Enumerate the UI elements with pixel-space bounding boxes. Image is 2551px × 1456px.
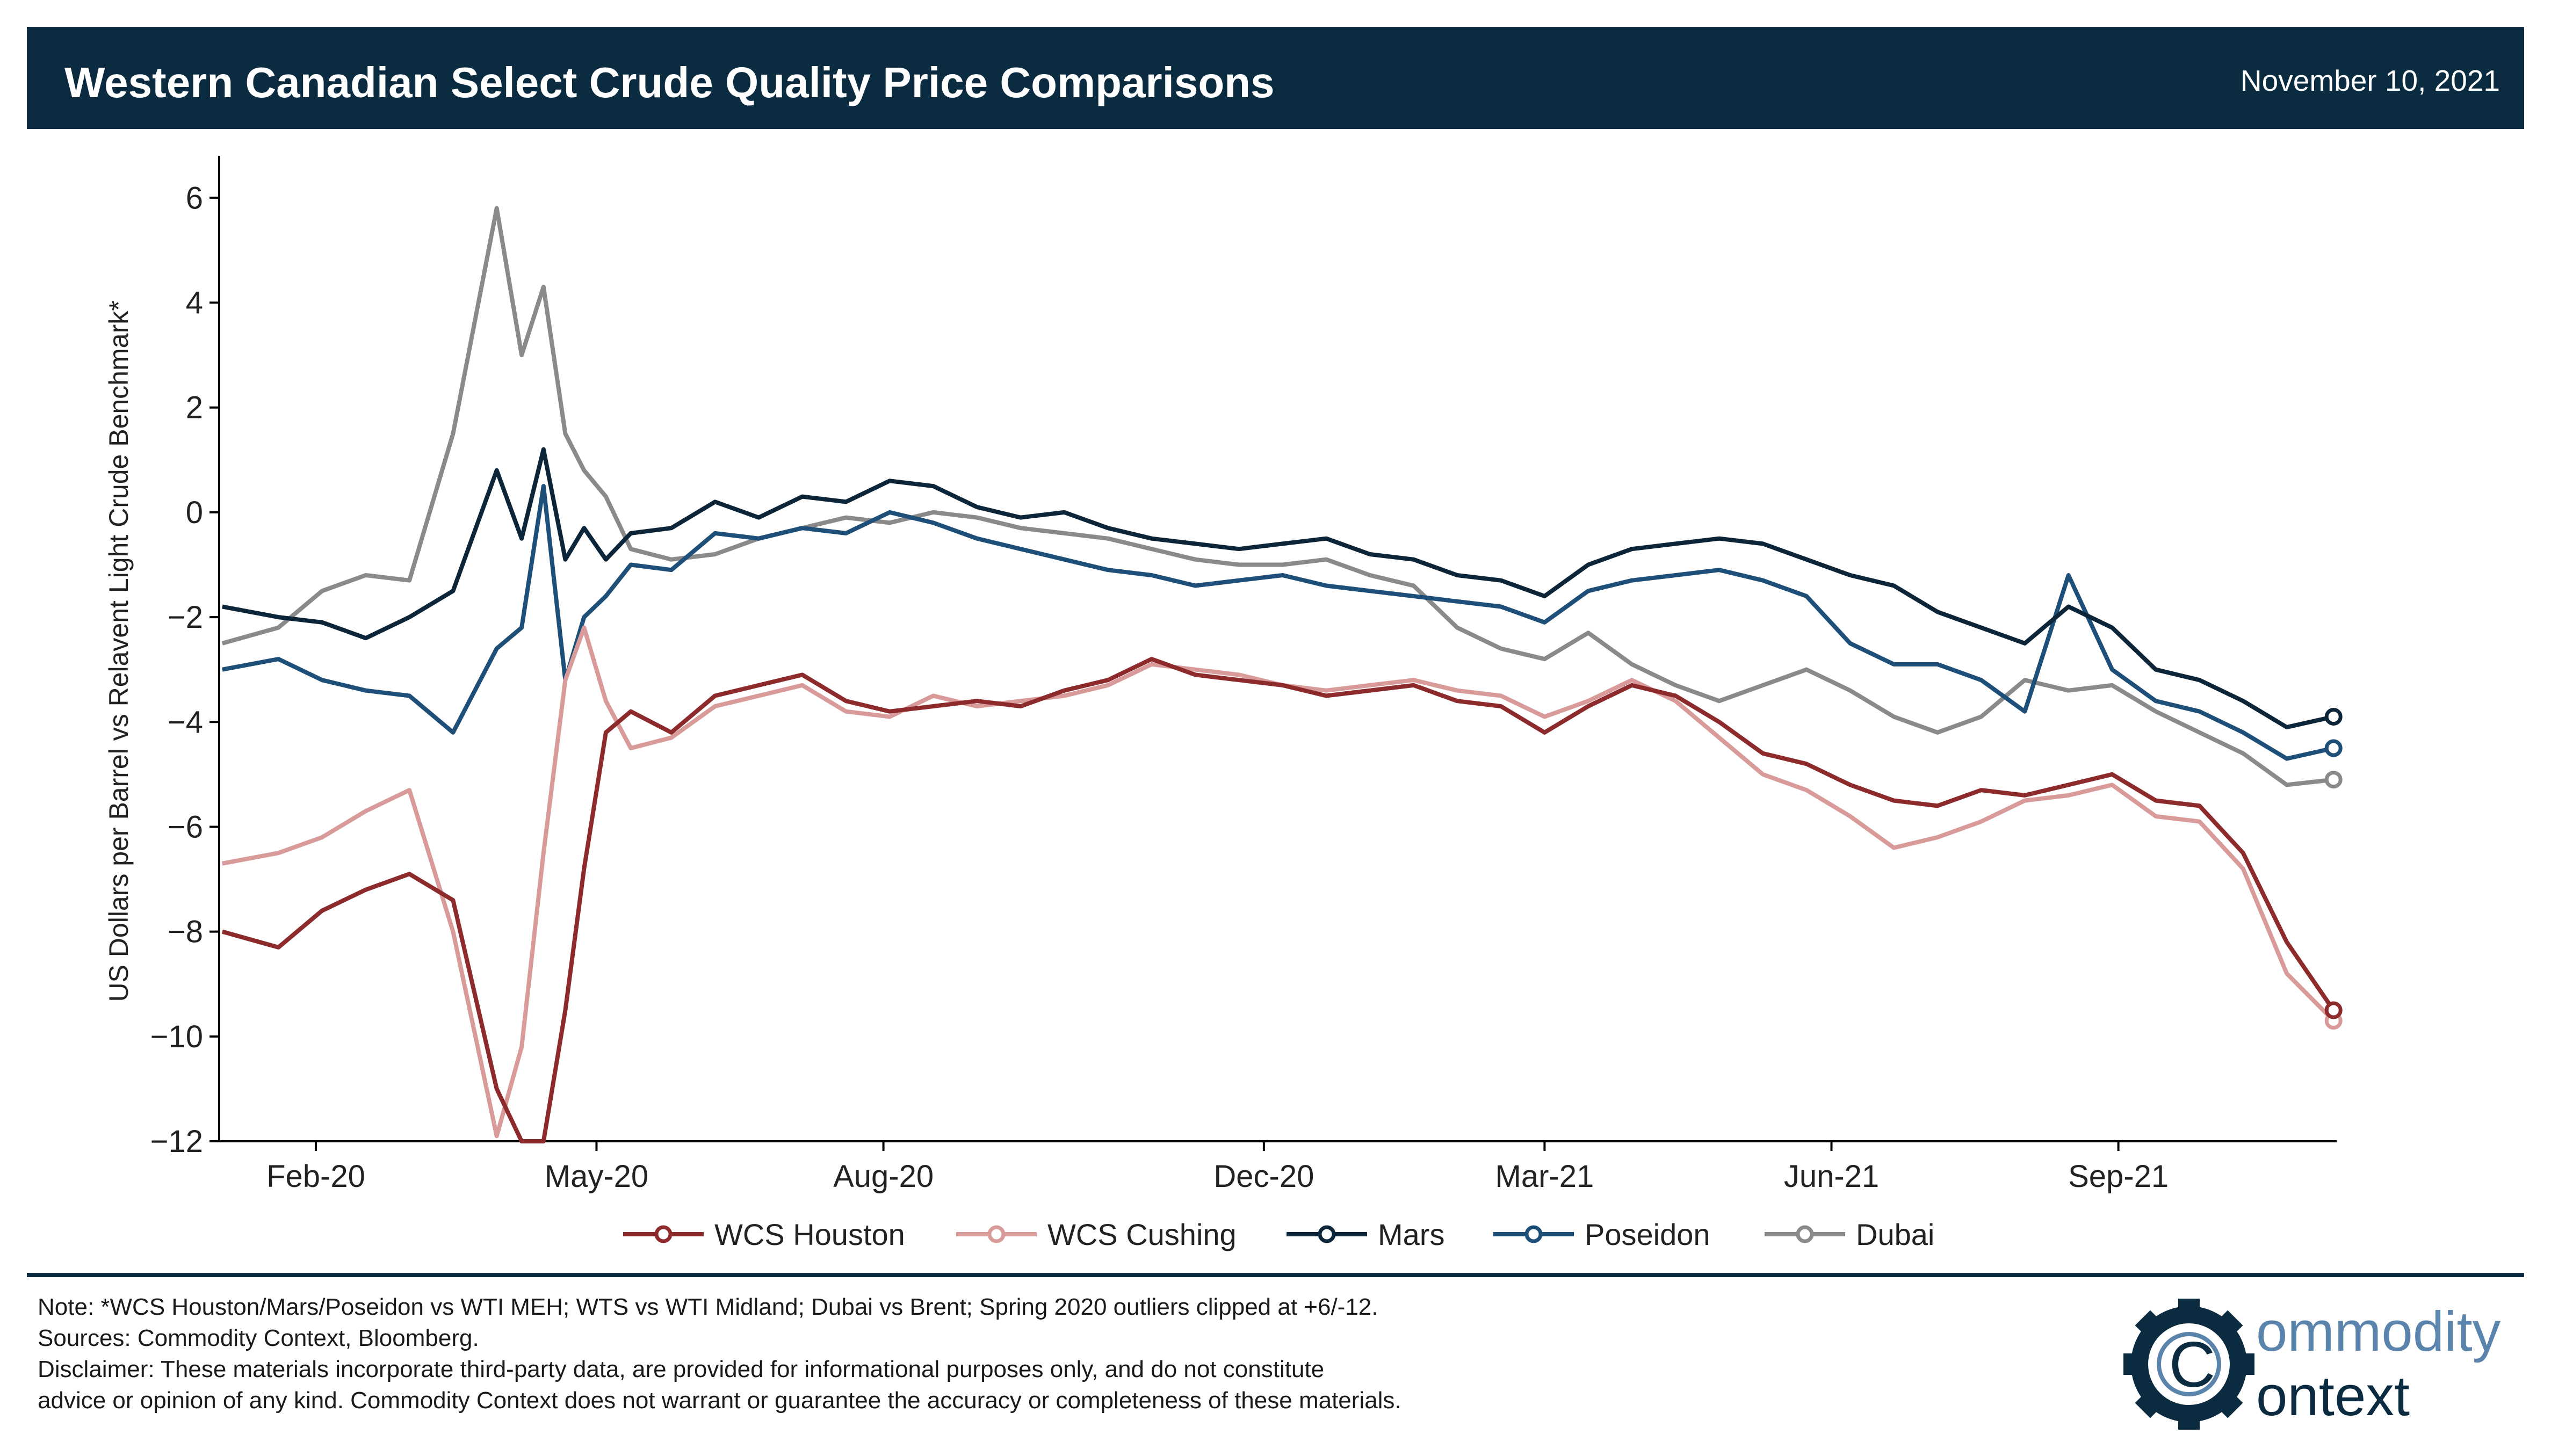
y-tick-label: −8 xyxy=(168,915,203,950)
y-tick-label: 4 xyxy=(186,286,203,321)
line-chart: 6 4 2 0 −2 −4 −6 −8 −10 −12 Feb-20 May-20 Aug-20 Dec-… xyxy=(104,156,2343,1251)
legend-marker xyxy=(1318,1225,1336,1243)
legend-label: WCS Cushing xyxy=(1047,1218,1237,1251)
legend-marker xyxy=(987,1225,1006,1243)
y-tick-label: 2 xyxy=(186,390,203,425)
legend-item-dubai: Dubai xyxy=(1765,1218,1934,1251)
y-tick-label: −2 xyxy=(168,600,203,635)
x-tick-label: Dec-20 xyxy=(1213,1159,1314,1194)
series-line-wcs-houston xyxy=(221,657,2336,1143)
series-line-mars xyxy=(222,447,2335,729)
end-marker-wcs-houston xyxy=(2324,1001,2343,1019)
series-line-dubai xyxy=(221,206,2334,787)
series-lines xyxy=(221,206,2343,1143)
x-tick-label: Aug-20 xyxy=(833,1159,934,1194)
report-date: November 10, 2021 xyxy=(2240,64,2500,97)
series-line-wcs-cushing xyxy=(222,625,2336,1139)
legend-item-wcs-cushing: WCS Cushing xyxy=(956,1218,1237,1251)
legend-label: Poseidon xyxy=(1585,1218,1710,1251)
sources-text: Sources: Commodity Context, Bloomberg. xyxy=(38,1325,479,1351)
end-marker-dubai xyxy=(2324,771,2343,789)
y-tick-label: −4 xyxy=(168,705,203,740)
legend-label: WCS Houston xyxy=(714,1218,905,1251)
header-banner: Western Canadian Select Crude Quality Pr… xyxy=(27,27,2524,129)
y-tick-label: −6 xyxy=(168,809,203,844)
disclaimer-line-2: advice or opinion of any kind. Commodity… xyxy=(38,1387,1401,1414)
y-axis-label: US Dollars per Barrel vs Relavent Light … xyxy=(104,300,134,1002)
axes: 6 4 2 0 −2 −4 −6 −8 −10 −12 Feb-20 May-20 Aug-20 Dec-… xyxy=(104,156,2337,1194)
y-tick-label: 6 xyxy=(186,180,203,215)
legend-label: Dubai xyxy=(1856,1218,1934,1251)
x-tick-label: May-20 xyxy=(545,1159,648,1194)
note-text: Note: *WCS Houston/Mars/Poseidon vs WTI … xyxy=(38,1294,1378,1320)
gear-icon: C xyxy=(2123,1299,2254,1430)
chart-title: Western Canadian Select Crude Quality Pr… xyxy=(64,59,1275,106)
end-marker-poseidon xyxy=(2324,739,2343,757)
legend-item-mars: Mars xyxy=(1287,1218,1444,1251)
x-tick-label: Sep-21 xyxy=(2068,1159,2169,1194)
legend-label: Mars xyxy=(1378,1218,1444,1251)
y-tick-label: 0 xyxy=(186,495,203,530)
footnotes: Note: *WCS Houston/Mars/Poseidon vs WTI … xyxy=(38,1292,2025,1416)
legend-marker xyxy=(1524,1225,1543,1243)
legend: WCS Houston WCS Cushing Mars Poseidon Dubai xyxy=(623,1218,1934,1251)
series-line-poseidon xyxy=(222,484,2335,761)
logo-letter: C xyxy=(2169,1329,2216,1401)
logo-line-2: ontext xyxy=(2256,1365,2410,1428)
footer-divider xyxy=(27,1273,2524,1277)
legend-marker xyxy=(654,1225,673,1243)
disclaimer-line-1: Disclaimer: These materials incorporate … xyxy=(38,1356,1325,1382)
end-marker-mars xyxy=(2324,707,2343,726)
y-tick-label: −12 xyxy=(150,1124,203,1159)
x-tick-label: Feb-20 xyxy=(266,1159,365,1194)
logo-line-1: ommodity xyxy=(2256,1300,2501,1363)
commodity-context-logo: C ommodity ontext xyxy=(2123,1299,2501,1430)
x-tick-label: Mar-21 xyxy=(1495,1159,1594,1194)
legend-item-wcs-houston: WCS Houston xyxy=(623,1218,905,1251)
x-tick-label: Jun-21 xyxy=(1784,1159,1879,1194)
legend-marker xyxy=(1796,1225,1814,1243)
y-tick-label: −10 xyxy=(150,1019,203,1054)
legend-item-poseidon: Poseidon xyxy=(1493,1218,1710,1251)
